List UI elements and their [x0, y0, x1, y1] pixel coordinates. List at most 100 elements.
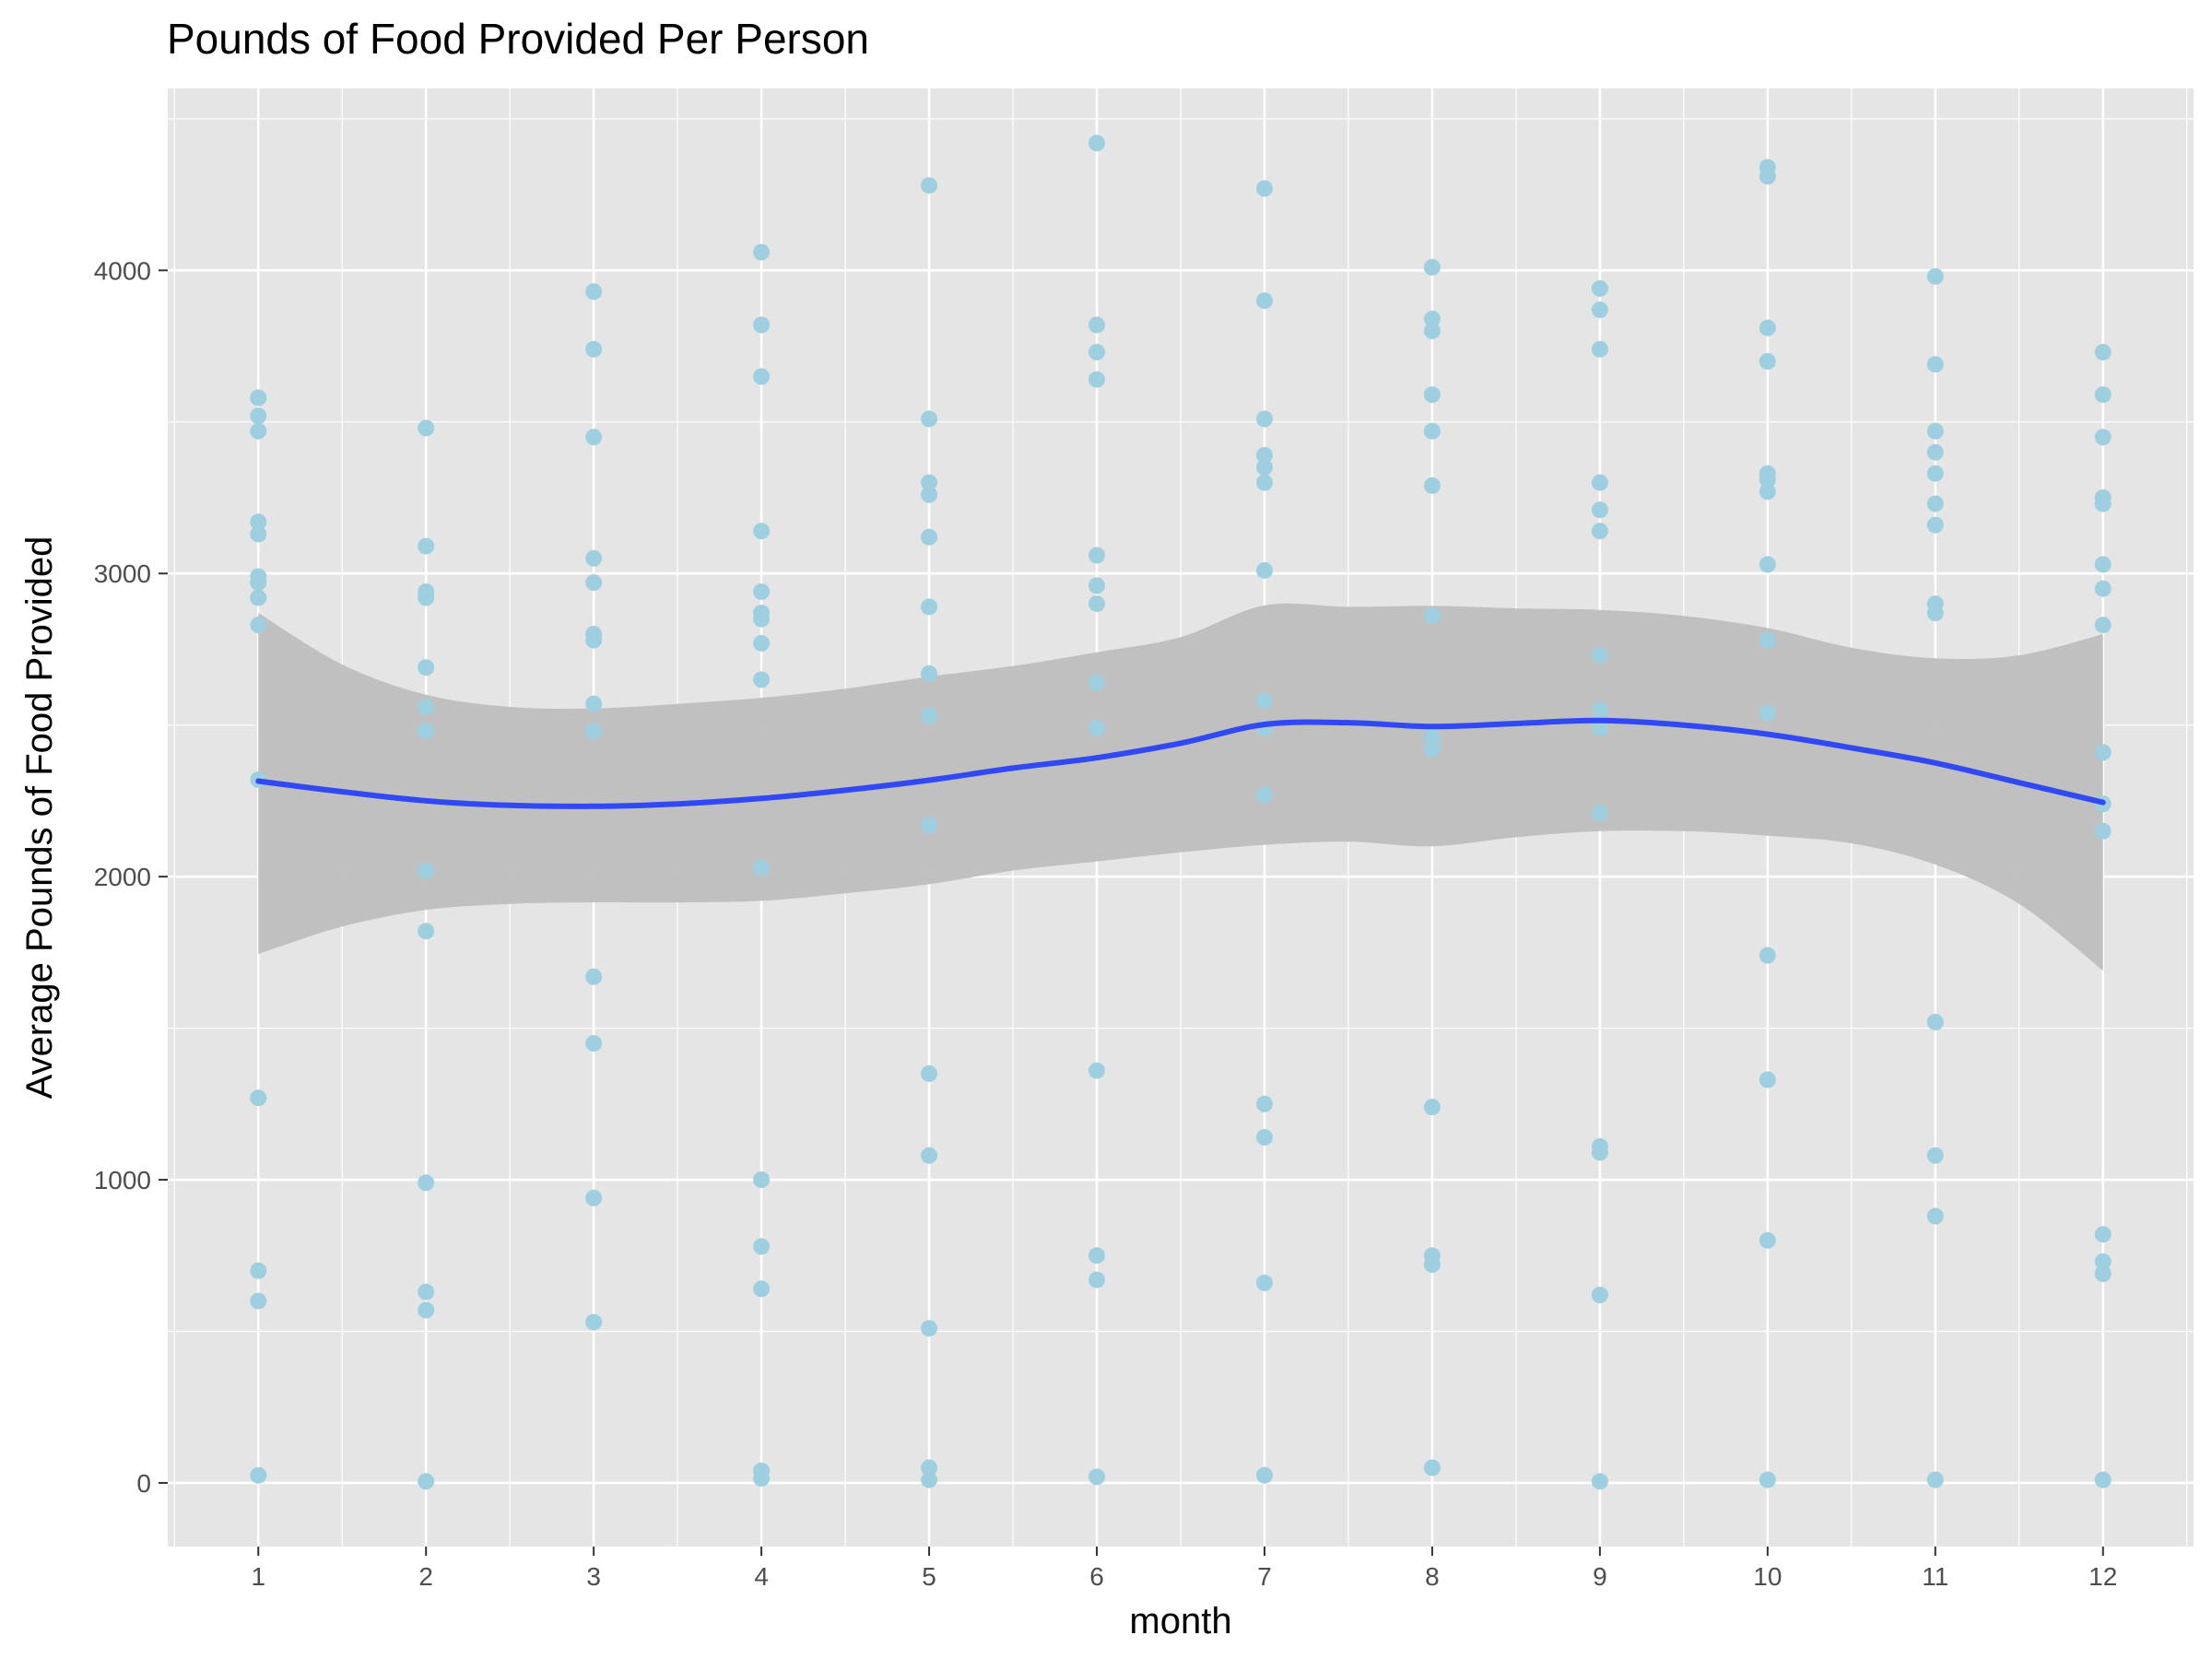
y-tick-label: 0 — [136, 1469, 151, 1498]
data-point — [753, 316, 771, 334]
data-point — [1591, 647, 1608, 664]
data-point — [1759, 556, 1776, 573]
data-point — [418, 862, 435, 879]
data-point — [1256, 459, 1273, 477]
data-point — [1926, 356, 1944, 373]
data-point — [753, 523, 771, 540]
x-axis: 1 2 3 4 5 6 7 8 9 10 11 12 — [251, 1547, 2117, 1591]
data-point — [1591, 501, 1608, 519]
data-point — [921, 528, 938, 546]
data-point — [921, 474, 938, 491]
data-point — [1256, 180, 1273, 197]
data-point — [585, 283, 603, 300]
data-point — [921, 1147, 938, 1164]
x-tick-label: 9 — [1593, 1562, 1607, 1591]
data-point — [1759, 1231, 1776, 1249]
confidence-band — [258, 603, 2103, 971]
x-tick-label: 10 — [1753, 1562, 1782, 1591]
data-point — [585, 429, 603, 446]
data-point — [1926, 465, 1944, 482]
data-point — [1256, 1095, 1273, 1112]
y-tick-label: 2000 — [94, 863, 151, 891]
data-point — [250, 574, 267, 592]
data-point — [753, 1470, 771, 1487]
data-point — [753, 610, 771, 628]
data-point — [585, 968, 603, 985]
data-point — [1926, 267, 1944, 285]
data-point — [1256, 1274, 1273, 1291]
data-point — [2094, 556, 2112, 573]
x-tick-label: 6 — [1089, 1562, 1104, 1591]
data-point — [1256, 447, 1273, 464]
data-points — [250, 135, 2112, 1490]
data-point — [1256, 1466, 1273, 1484]
data-point — [1423, 422, 1441, 440]
data-point — [921, 1065, 938, 1082]
data-point — [1759, 168, 1776, 185]
data-point — [1926, 443, 1944, 461]
data-point — [585, 574, 603, 592]
data-point — [1926, 516, 1944, 534]
data-point — [921, 177, 938, 194]
data-point — [921, 665, 938, 682]
data-point — [921, 707, 938, 724]
data-point — [1423, 1459, 1441, 1477]
data-point — [1591, 1287, 1608, 1303]
x-tick-label: 2 — [418, 1562, 433, 1591]
data-point — [921, 1471, 938, 1488]
data-point — [1591, 474, 1608, 491]
data-point — [1088, 1271, 1105, 1288]
data-point — [1088, 135, 1105, 152]
data-point — [1591, 301, 1608, 319]
data-point — [2094, 386, 2112, 404]
data-point — [1423, 386, 1441, 404]
data-point — [1759, 631, 1776, 649]
data-point — [1926, 1207, 1944, 1225]
data-point — [1088, 595, 1105, 613]
data-point — [418, 723, 435, 740]
data-point — [2094, 1471, 2112, 1488]
data-point — [418, 923, 435, 940]
data-point — [1591, 280, 1608, 298]
smooth-line — [255, 717, 2106, 809]
data-point — [2094, 744, 2112, 761]
x-tick-label: 8 — [1425, 1562, 1440, 1591]
data-point — [250, 1262, 267, 1279]
data-point — [1423, 728, 1441, 746]
y-tick-label: 3000 — [94, 559, 151, 588]
data-point — [585, 340, 603, 358]
data-point — [753, 859, 771, 877]
y-axis: 0 1000 2000 3000 4000 — [94, 256, 168, 1498]
data-point — [1088, 720, 1105, 736]
data-point — [418, 1174, 435, 1192]
data-point — [250, 407, 267, 425]
data-point — [1926, 1014, 1944, 1030]
data-point — [753, 1280, 771, 1298]
data-point — [1759, 947, 1776, 964]
data-point — [1088, 547, 1105, 564]
data-point — [418, 699, 435, 715]
data-point — [418, 1301, 435, 1319]
data-point — [1256, 410, 1273, 428]
confidence-band-area — [258, 603, 2103, 971]
data-point — [1759, 319, 1776, 336]
data-point — [921, 817, 938, 834]
data-point — [2094, 1253, 2112, 1270]
data-point — [2094, 617, 2112, 634]
data-point — [921, 486, 938, 503]
data-point — [1591, 701, 1608, 719]
data-point — [2094, 822, 2112, 840]
data-point — [250, 525, 267, 543]
y-axis-title: Average Pounds of Food Provided — [19, 536, 60, 1100]
data-point — [2094, 495, 2112, 512]
data-point — [753, 1171, 771, 1188]
data-point — [585, 695, 603, 712]
data-point — [1591, 523, 1608, 540]
data-point — [1088, 1247, 1105, 1265]
x-tick-label: 1 — [251, 1562, 265, 1591]
data-point — [1256, 561, 1273, 579]
data-point — [1926, 1147, 1944, 1164]
data-point — [250, 513, 267, 531]
data-point — [921, 598, 938, 616]
data-point — [1088, 1062, 1105, 1079]
